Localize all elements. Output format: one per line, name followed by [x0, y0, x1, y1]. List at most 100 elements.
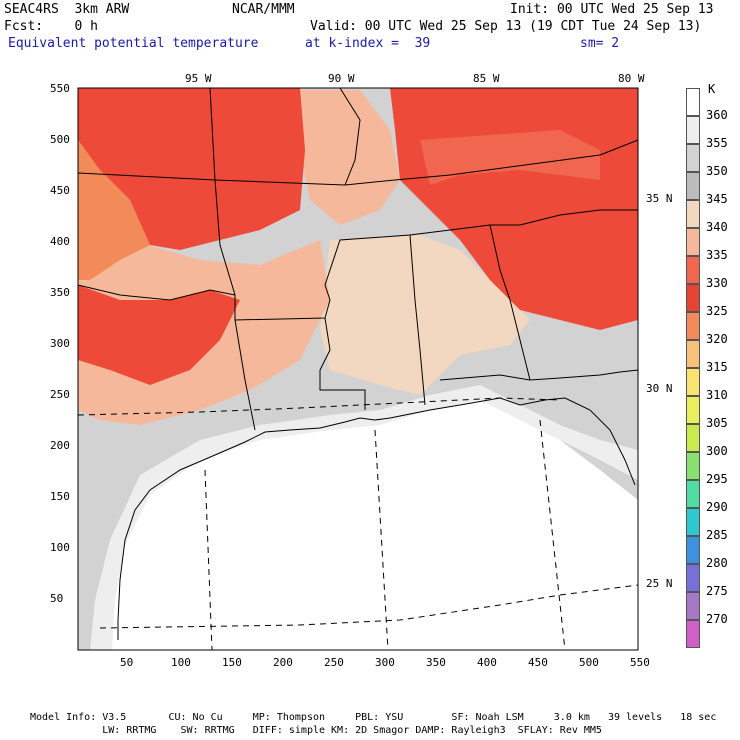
colorbar-level-label: 310: [706, 388, 728, 402]
colorbar-level-label: 350: [706, 164, 728, 178]
level-label: at k-index = 39: [305, 36, 431, 51]
colorbar-level-label: 360: [706, 108, 728, 122]
colorbar-swatch: [686, 172, 700, 200]
y-tick-label: 50: [50, 592, 64, 605]
salmon-north: [300, 90, 400, 225]
y-tick-label: 450: [50, 184, 70, 197]
x-tick-label: 150: [222, 656, 242, 669]
colorbar-swatch: [686, 424, 700, 452]
texas-ok-border: [77, 284, 236, 301]
state-border-2: [77, 139, 639, 186]
lat-label: 30 N: [646, 382, 673, 395]
state-border-5: [409, 234, 426, 406]
redlight-east: [420, 130, 600, 185]
lon-label: 80 W: [618, 72, 645, 85]
lat-label: 25 N: [646, 577, 673, 590]
gulf-region: [110, 395, 638, 650]
lon-label: 90 W: [328, 72, 355, 85]
peach-region: [320, 235, 530, 395]
y-tick-label: 300: [50, 337, 70, 350]
y-tick-label: 500: [50, 133, 70, 146]
y-tick-label: 100: [50, 541, 70, 554]
smoothing-label: sm= 2: [580, 36, 620, 51]
colorbar-swatch: [686, 536, 700, 564]
latlon-grid: [77, 397, 639, 651]
map-frame: [77, 87, 639, 651]
colorbar-unit: K: [708, 82, 716, 96]
colorbar-swatch: [686, 340, 700, 368]
y-tick-label: 350: [50, 286, 70, 299]
colorbar-level-label: 330: [706, 276, 728, 290]
lon-label: 95 W: [185, 72, 212, 85]
y-tick-label: 150: [50, 490, 70, 503]
colorbar-swatch: [686, 200, 700, 228]
colorbar-level-label: 325: [706, 304, 728, 318]
state-border-9: [519, 209, 638, 226]
x-tick-label: 550: [630, 656, 650, 669]
colorbar-swatch: [686, 620, 700, 648]
x-tick-label: 50: [120, 656, 134, 669]
colorbar-level-label: 320: [706, 332, 728, 346]
state-border-3: [234, 224, 520, 321]
state-border-8: [339, 87, 361, 186]
colorbar-level-label: 270: [706, 612, 728, 626]
colorbar-level-label: 345: [706, 192, 728, 206]
x-tick-label: 400: [477, 656, 497, 669]
x-tick-label: 250: [324, 656, 344, 669]
colorbar-swatch: [686, 256, 700, 284]
colorbar-swatch: [686, 508, 700, 536]
colorbar-swatch: [686, 284, 700, 312]
y-tick-label: 550: [50, 82, 70, 95]
colorbar-swatch: [686, 312, 700, 340]
x-tick-label: 100: [171, 656, 191, 669]
y-tick-label: 200: [50, 439, 70, 452]
colorbar-level-label: 295: [706, 472, 728, 486]
colorbar-swatch: [686, 144, 700, 172]
x-tick-label: 200: [273, 656, 293, 669]
model-info-line1: Model Info: V3.5 CU: No Cu MP: Thompson …: [30, 712, 717, 723]
colorbar-level-label: 315: [706, 360, 728, 374]
red-west: [78, 285, 240, 385]
colorbar-level-label: 275: [706, 584, 728, 598]
init-time: Init: 00 UTC Wed 25 Sep 13: [510, 2, 714, 17]
colorbar-level-label: 280: [706, 556, 728, 570]
field-name: Equivalent potential temperature: [8, 36, 259, 51]
y-tick-label: 400: [50, 235, 70, 248]
orange-west: [78, 140, 150, 280]
colorbar-swatch: [686, 480, 700, 508]
valid-time: Valid: 00 UTC Wed 25 Sep 13 (19 CDT Tue …: [310, 19, 702, 34]
x-tick-label: 500: [579, 656, 599, 669]
red-north: [78, 88, 305, 250]
colorbar-level-label: 340: [706, 220, 728, 234]
x-tick-label: 350: [426, 656, 446, 669]
colorbar-level-label: 300: [706, 444, 728, 458]
state-border-4: [319, 317, 366, 410]
lat-label: 35 N: [646, 192, 673, 205]
coastline: [117, 397, 636, 640]
colorbar-swatch: [686, 88, 700, 116]
lon-label: 85 W: [473, 72, 500, 85]
colorbar-level-label: 335: [706, 248, 728, 262]
x-tick-label: 450: [528, 656, 548, 669]
colorbar-swatch: [686, 592, 700, 620]
colorbar-swatch: [686, 452, 700, 480]
colorbar-swatch: [686, 116, 700, 144]
state-border-7: [439, 374, 531, 381]
colorbar-level-label: 355: [706, 136, 728, 150]
x-tick-label: 300: [375, 656, 395, 669]
colorbar-swatch: [686, 396, 700, 424]
boundaries: [77, 87, 639, 640]
model-name: SEAC4RS 3km ARW: [4, 2, 130, 17]
colorbar-swatch: [686, 228, 700, 256]
y-tick-label: 250: [50, 388, 70, 401]
colorbar-level-label: 305: [706, 416, 728, 430]
org-label: NCAR/MMM: [232, 2, 295, 17]
colorbar-level-label: 290: [706, 500, 728, 514]
model-info-line2: LW: RRTMG SW: RRTMG DIFF: simple KM: 2D …: [30, 725, 602, 736]
colorbar-swatch: [686, 368, 700, 396]
forecast-hour: Fcst: 0 h: [4, 19, 98, 34]
theta-e-field: [78, 88, 638, 650]
colorbar-swatch: [686, 564, 700, 592]
colorbar-level-label: 285: [706, 528, 728, 542]
